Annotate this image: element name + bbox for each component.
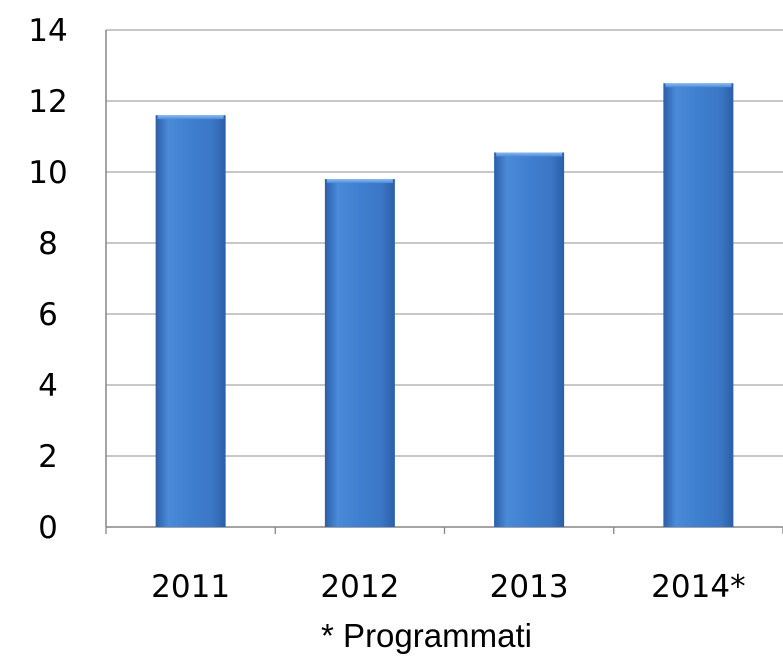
y-tick-label: 4	[38, 368, 58, 404]
y-tick-label: 10	[28, 155, 67, 191]
bar-highlight	[326, 179, 393, 184]
bar-group	[324, 179, 395, 527]
y-tick-label: 0	[38, 510, 58, 546]
y-tick-label: 2	[38, 439, 58, 475]
x-tick-label: 2011	[151, 569, 230, 605]
x-tick-label: 2013	[490, 569, 569, 605]
y-tick-label: 6	[38, 297, 58, 333]
x-tick-labels: 2011 2012 2013 2014*	[151, 569, 745, 605]
y-tick-label: 14	[28, 13, 67, 49]
bar	[155, 115, 226, 527]
bar-highlight	[665, 83, 732, 88]
y-tick-label: 12	[28, 84, 67, 120]
x-tick-label: 2012	[320, 569, 399, 605]
bar-group	[663, 83, 734, 527]
bar-highlight	[496, 152, 563, 157]
bars	[155, 83, 734, 527]
bar-group	[494, 152, 565, 527]
bar-group	[155, 115, 226, 527]
bar	[663, 83, 734, 527]
x-tick-label: 2014*	[651, 569, 745, 605]
footnote: * Programmati	[321, 617, 532, 654]
y-tick-labels: 0 2 4 6 8 10 12 14	[28, 13, 67, 546]
bar	[494, 152, 565, 527]
y-tick-label: 8	[38, 226, 58, 262]
bar	[324, 179, 395, 527]
bar-highlight	[157, 115, 224, 120]
